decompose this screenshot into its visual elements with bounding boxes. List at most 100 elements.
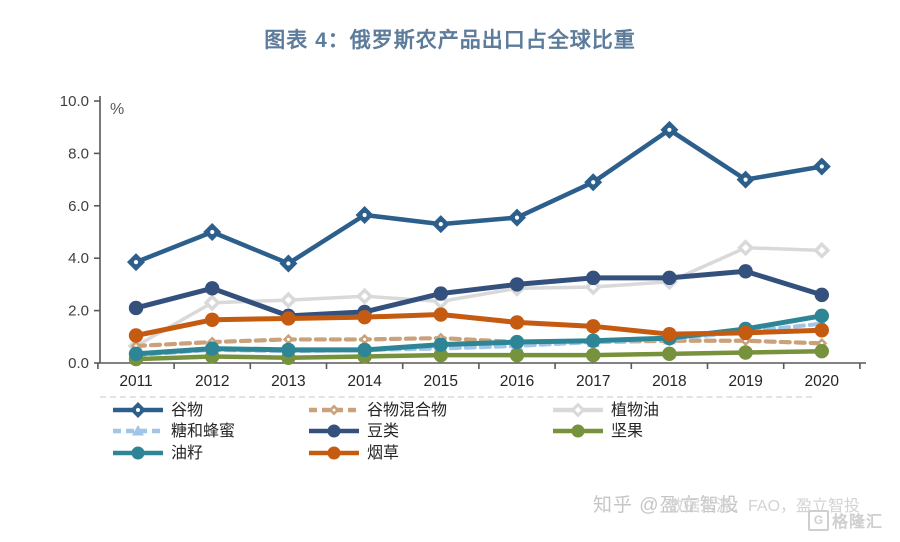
marker-circle [433,347,448,363]
marker-dot [363,337,367,341]
y-axis-label-percent: % [110,101,124,118]
marker-circle [281,311,296,326]
legend-swatch-icon [113,424,163,435]
x-tick-label: 2018 [652,373,686,390]
x-tick-label: 2015 [424,373,458,390]
legend-item-谷物混合物: 谷物混合物 [308,400,447,419]
y-tick-label: 6.0 [68,198,89,215]
legend-item-label: 烟草 [367,443,400,462]
page-title: 图表 4：俄罗斯农产品出口占全球比重 [264,29,636,52]
legend-item-label: 油籽 [171,443,204,462]
y-tick-label: 2.0 [68,303,89,320]
marker-circle [814,323,829,338]
marker-circle [281,342,296,358]
marker-diamond [589,283,597,291]
legend-item-label: 糖和蜂蜜 [171,421,236,440]
x-tick-label: 2017 [576,373,610,390]
marker-circle [357,342,372,358]
marker-circle [509,347,525,363]
marker-dot [514,215,520,220]
marker-circle [433,307,448,322]
legend-swatch-icon [113,446,163,459]
legend-item-油籽: 油籽 [112,443,203,462]
marker-circle [128,328,144,343]
marker-diamond [208,299,216,307]
series-line-谷物 [133,127,825,266]
series-line-坚果 [133,348,825,362]
marker-circle [738,264,753,279]
marker-circle [205,312,220,327]
marker-circle [662,270,677,286]
marker-circle [128,346,144,362]
marker-circle [433,337,448,352]
marker-dot [133,260,139,265]
legend-item-label: 坚果 [611,421,644,440]
x-tick-label: 2014 [347,373,382,390]
marker-dot [743,177,748,182]
marker-circle [814,308,829,324]
legend-swatch-icon [309,446,359,459]
series-line-豆类 [133,268,825,319]
legend-item-植物油: 植物油 [552,400,659,419]
y-tick-label: 8.0 [68,145,89,162]
marker-circle [205,341,220,356]
marker-diamond [361,292,369,300]
legend-swatch-icon [553,424,603,437]
marker-dot [438,222,443,227]
marker-circle [814,344,829,359]
legend-swatch-icon [309,404,359,415]
marker-diamond [742,244,750,252]
marker-dot [819,164,824,169]
marker-circle [662,326,677,342]
logo-g-icon: G [808,509,829,531]
legend-item-谷物: 谷物 [112,400,203,419]
legend-item-label: 豆类 [367,421,400,440]
gelonghui-logo: G 格隆汇 [808,508,883,532]
x-tick-label: 2011 [119,373,152,390]
marker-circle [586,270,601,286]
marker-circle [814,287,829,303]
legend-item-坚果: 坚果 [552,421,643,440]
marker-dot [362,212,367,218]
logo-text: 格隆汇 [832,514,884,531]
marker-dot [591,180,596,185]
marker-circle [509,315,525,330]
legend-item-label: 谷物混合物 [367,400,448,419]
marker-diamond [818,246,826,254]
marker-circle [205,281,220,296]
marker-circle [662,346,677,362]
marker-circle [128,300,144,316]
marker-circle [738,325,753,341]
legend-swatch-icon [553,402,603,417]
legend-divider [100,396,812,398]
y-tick-label: 10.0 [60,93,89,110]
chart-legend: 谷物 谷物混合物 植物油糖和蜂蜜 豆类 坚果油籽 烟草 [0,0,900,462]
y-tick-label: 4.0 [68,250,89,267]
marker-dot [286,261,291,266]
legend-item-label: 植物油 [611,400,660,419]
legend-item-label: 谷物 [171,400,204,419]
marker-circle [433,286,448,301]
x-tick-label: 2012 [195,373,229,390]
x-tick-label: 2019 [728,373,762,390]
x-tick-label: 2013 [271,373,305,390]
marker-circle [738,345,753,360]
marker-circle [586,319,601,334]
series-line-烟草 [133,312,825,338]
marker-circle [509,277,525,292]
legend-item-糖和蜂蜜: 糖和蜂蜜 [112,421,235,440]
legend-item-豆类: 豆类 [308,421,399,440]
series-line-谷物混合物 [133,336,824,349]
y-tick-label: 0.0 [68,355,89,372]
legend-item-烟草: 烟草 [308,443,399,462]
x-tick-label: 2020 [805,373,840,390]
marker-circle [586,333,601,348]
marker-dot [210,229,215,235]
marker-circle [509,334,525,350]
marker-diamond [284,296,292,304]
watermark-zhihu: 知乎 @盈立智投 [593,495,740,516]
x-tick-label: 2016 [500,373,534,390]
marker-dot [286,337,290,341]
